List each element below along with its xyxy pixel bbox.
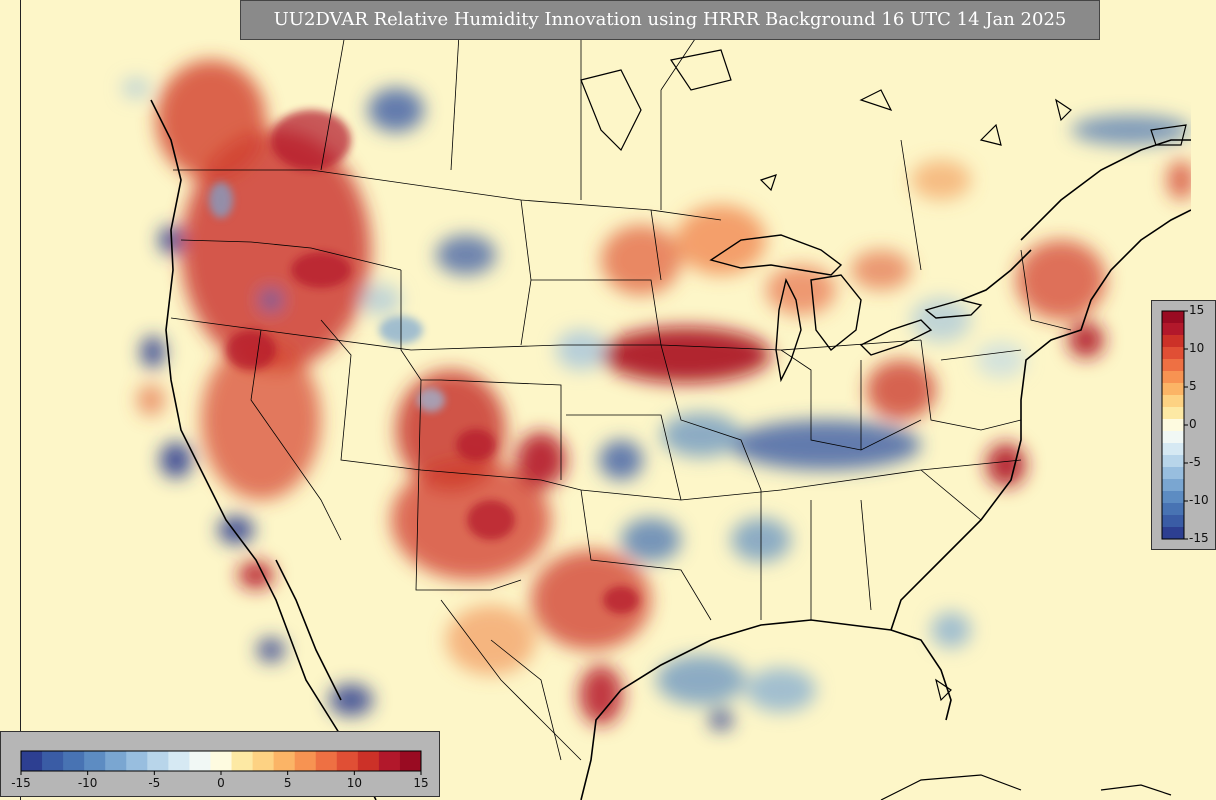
coastlines xyxy=(150,99,1191,800)
colorbar-segment xyxy=(1162,419,1184,432)
vertical-colorbar-panel: 15 10 5 0 -5 -10 -15 xyxy=(1151,300,1216,550)
vertical-colorbar xyxy=(1161,310,1188,540)
colorbar-segment xyxy=(1162,383,1184,396)
colorbar-tick-label: -10 xyxy=(77,776,98,790)
colorbar-tick-label: -5 xyxy=(148,776,161,790)
colorbar-tick-label: 10 xyxy=(346,776,362,790)
colorbar-segment xyxy=(168,751,190,771)
colorbar-segment xyxy=(1162,491,1184,504)
colorbar-segment xyxy=(1162,467,1184,480)
colorbar-segment xyxy=(1162,335,1184,348)
colorbar-segment xyxy=(1162,479,1184,492)
colorbar-segment xyxy=(357,751,380,771)
colorbar-tick-label: 10 xyxy=(1189,341,1205,355)
colorbar-segment xyxy=(147,751,169,771)
colorbar-segment xyxy=(1162,359,1184,372)
colorbar-segment xyxy=(273,751,296,771)
colorbar-tick-label: 5 xyxy=(1189,379,1197,393)
colorbar-segment xyxy=(252,751,275,771)
colorbar-tick-label: -5 xyxy=(1189,455,1201,469)
canadian-islands xyxy=(580,49,1187,192)
southern-coast xyxy=(880,678,1172,800)
humidity-innovation-map xyxy=(21,0,1191,800)
colorbar-segment xyxy=(1162,515,1184,528)
colorbar-segment xyxy=(399,751,422,771)
colorbar-segment xyxy=(42,751,64,771)
colorbar-segment xyxy=(1162,443,1184,456)
colorbar-segment xyxy=(1162,323,1184,336)
colorbar-tick-label: -15 xyxy=(11,776,31,790)
colorbar-segment xyxy=(1162,311,1184,324)
colorbar-segment xyxy=(63,751,85,771)
colorbar-tick-label: 5 xyxy=(283,776,292,790)
colorbar-segment xyxy=(1162,371,1184,384)
colorbar-tick-label: 0 xyxy=(217,776,225,790)
colorbar-segment xyxy=(1162,503,1184,516)
colorbar-segment xyxy=(210,751,233,771)
colorbar-segment xyxy=(105,751,127,771)
terrain-texture xyxy=(209,110,639,614)
colorbar-segment xyxy=(315,751,338,771)
map-title: UU2DVAR Relative Humidity Innovation usi… xyxy=(240,0,1100,40)
colorbar-segment xyxy=(294,751,317,771)
colorbar-segment xyxy=(1162,455,1184,468)
colorbar-segment xyxy=(21,751,43,771)
great-lakes xyxy=(709,234,983,383)
colorbar-segment xyxy=(84,751,106,771)
colorbar-segment xyxy=(126,751,148,771)
colorbar-tick-label: 15 xyxy=(413,776,429,790)
colorbar-segment xyxy=(378,751,401,771)
colorbar-tick-label: 15 xyxy=(1189,303,1205,317)
colorbar-segment xyxy=(1162,431,1184,444)
colorbar-segment xyxy=(189,751,211,771)
colorbar-segment xyxy=(1162,395,1184,408)
colorbar-segment xyxy=(1162,407,1184,420)
colorbar-tick-label: -10 xyxy=(1189,493,1209,507)
colorbar-segment xyxy=(336,751,359,771)
horizontal-colorbar-panel: -15 -10 -5 0 5 10 15 xyxy=(0,731,440,797)
colorbar-segment xyxy=(1162,527,1184,540)
horizontal-colorbar xyxy=(20,750,422,775)
colorbar-segment xyxy=(1162,347,1184,360)
colorbar-tick-label: 0 xyxy=(1189,417,1197,431)
map-frame xyxy=(20,0,1191,800)
colorbar-tick-label: -15 xyxy=(1189,531,1209,545)
colorbar-segment xyxy=(231,751,254,771)
